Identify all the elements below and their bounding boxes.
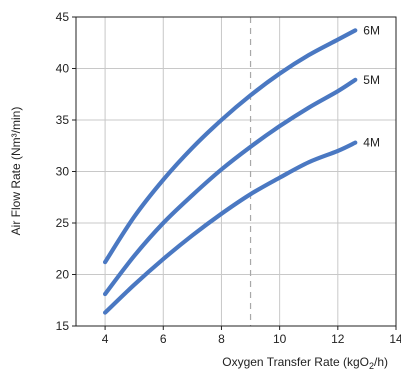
x-axis-title-subscript: 2 (369, 361, 374, 371)
x-tick-label-6: 6 (160, 332, 167, 346)
tick-labels: 4 6 8 10 12 14 15 20 25 30 35 40 45 (56, 10, 401, 346)
series-labels: 6M 5M 4M (363, 23, 380, 149)
series-label-6m: 6M (363, 23, 380, 37)
y-tick-label-20: 20 (56, 268, 70, 282)
series-group (102, 28, 358, 315)
x-tick-label-8: 8 (218, 332, 225, 346)
x-tick-label-14: 14 (389, 332, 401, 346)
grid (76, 16, 397, 327)
x-axis-title-main: Oxygen Transfer Rate (kgO (222, 355, 369, 369)
y-tick-label-45: 45 (56, 10, 70, 24)
series-label-5m: 5M (363, 73, 380, 87)
x-tick-label-10: 10 (273, 332, 287, 346)
series-line-6m (102, 28, 358, 265)
y-tick-label-15: 15 (56, 319, 70, 333)
y-tick-label-40: 40 (56, 62, 70, 76)
x-axis-title-end: /h) (374, 355, 388, 369)
y-tick-label-25: 25 (56, 216, 70, 230)
y-tick-label-30: 30 (56, 165, 70, 179)
x-axis-title: Oxygen Transfer Rate (kgO2/h) (222, 355, 388, 371)
x-tick-label-4: 4 (102, 332, 109, 346)
y-axis-title: Air Flow Rate (Nm³/min) (9, 107, 23, 236)
x-tick-label-12: 12 (331, 332, 345, 346)
y-tick-label-35: 35 (56, 113, 70, 127)
series-line-5m (102, 77, 358, 297)
series-label-4m: 4M (363, 136, 380, 150)
series-line-4m (102, 140, 358, 315)
